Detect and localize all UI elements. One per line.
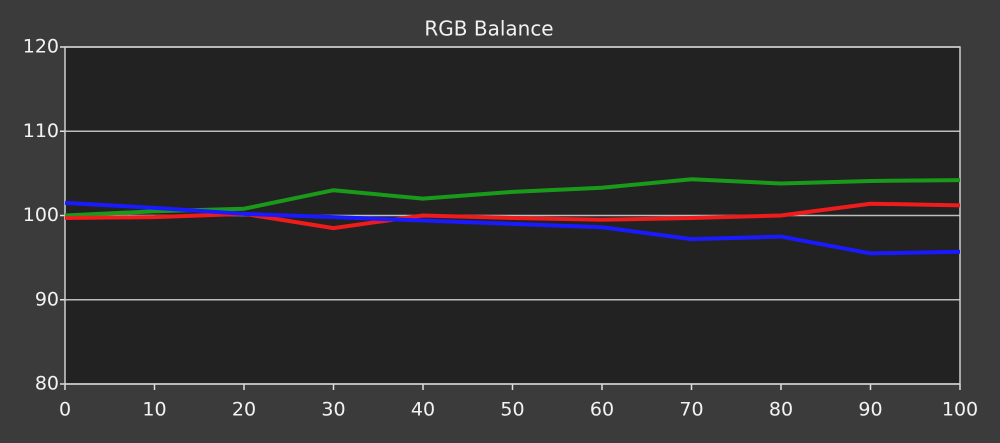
y-tick-label: 110 (23, 120, 59, 142)
y-tick-label: 80 (35, 373, 59, 395)
chart-title: RGB Balance (424, 17, 553, 41)
series-line (64, 200, 961, 256)
x-tick-label: 70 (679, 399, 703, 421)
x-tick-label: 100 (942, 399, 978, 421)
x-tick-label: 60 (590, 399, 614, 421)
series-line (64, 177, 961, 218)
x-tick-label: 50 (500, 399, 524, 421)
x-tick-label: 80 (769, 399, 793, 421)
series-line (64, 201, 961, 231)
x-tick-label: 10 (142, 399, 166, 421)
y-tick-label: 90 (35, 288, 59, 310)
x-tick-label: 90 (858, 399, 882, 421)
x-tick-label: 0 (59, 399, 71, 421)
x-tick-label: 20 (232, 399, 256, 421)
x-tick-label: 30 (321, 399, 345, 421)
x-tick-label: 40 (411, 399, 435, 421)
y-tick-label: 100 (23, 204, 59, 226)
y-tick-label: 120 (23, 36, 59, 58)
